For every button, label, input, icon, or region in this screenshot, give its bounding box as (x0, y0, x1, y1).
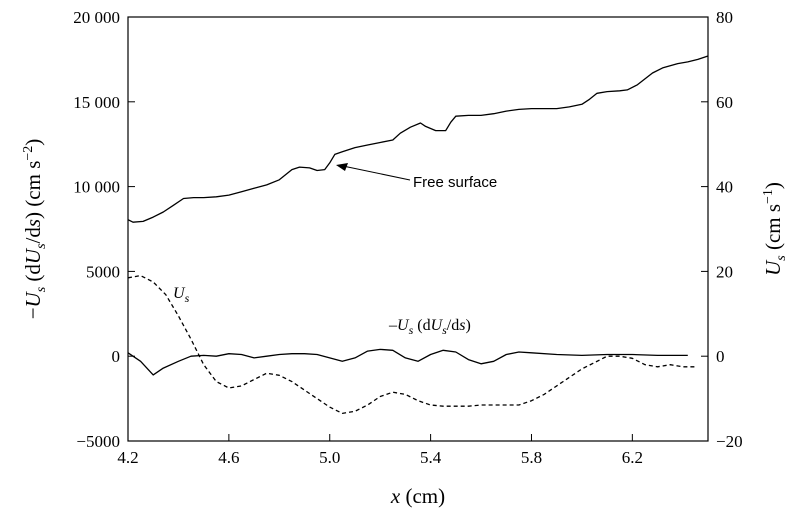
series-layer (127, 55, 709, 415)
derivative-series-label: –Us (dUs/ds) (388, 317, 471, 337)
free-surface-arrow-line (342, 165, 411, 181)
x-tick-label: 5.4 (420, 448, 442, 467)
right-y-tick-label: 20 (716, 262, 733, 281)
left-y-tick-label: 5000 (86, 262, 120, 281)
left-y-tick-label: 20 000 (73, 8, 120, 27)
series-line-free-surface (127, 55, 709, 223)
right-y-axis-ticks: −20 0 20 40 60 80 (701, 8, 743, 451)
left-y-axis-ticks: −5000 0 5000 10 000 15 000 20 000 (73, 8, 135, 451)
free-surface-arrowhead (336, 163, 348, 171)
right-y-tick-label: 40 (716, 178, 733, 197)
left-y-axis-label: −Us (dUs/ds) (cm s−2) (21, 139, 49, 320)
left-y-tick-label: 0 (112, 347, 121, 366)
right-y-tick-label: 80 (716, 8, 733, 27)
x-tick-label: 4.2 (117, 448, 138, 467)
x-tick-label: 6.2 (622, 448, 643, 467)
plot-frame (127, 16, 709, 442)
us-series-label: Us (173, 285, 190, 305)
right-y-tick-label: 60 (716, 93, 733, 112)
series-line-Us-dUs-ds (127, 348, 688, 376)
left-y-tick-label: −5000 (76, 432, 120, 451)
x-tick-label: 4.6 (218, 448, 239, 467)
left-y-tick-label: 10 000 (73, 178, 120, 197)
free-surface-label: Free surface (413, 174, 497, 191)
series-line-Us (127, 274, 696, 415)
x-tick-label: 5.8 (521, 448, 542, 467)
right-y-axis-label: Us (cm s−1) (761, 182, 789, 276)
right-y-tick-label: −20 (716, 432, 743, 451)
x-axis-ticks: 4.2 4.6 5.0 5.4 5.8 6.2 (117, 434, 643, 467)
right-y-tick-label: 0 (716, 347, 725, 366)
x-tick-label: 5.0 (319, 448, 340, 467)
x-axis-label: x (cm) (390, 484, 445, 508)
left-y-tick-label: 15 000 (73, 93, 120, 112)
